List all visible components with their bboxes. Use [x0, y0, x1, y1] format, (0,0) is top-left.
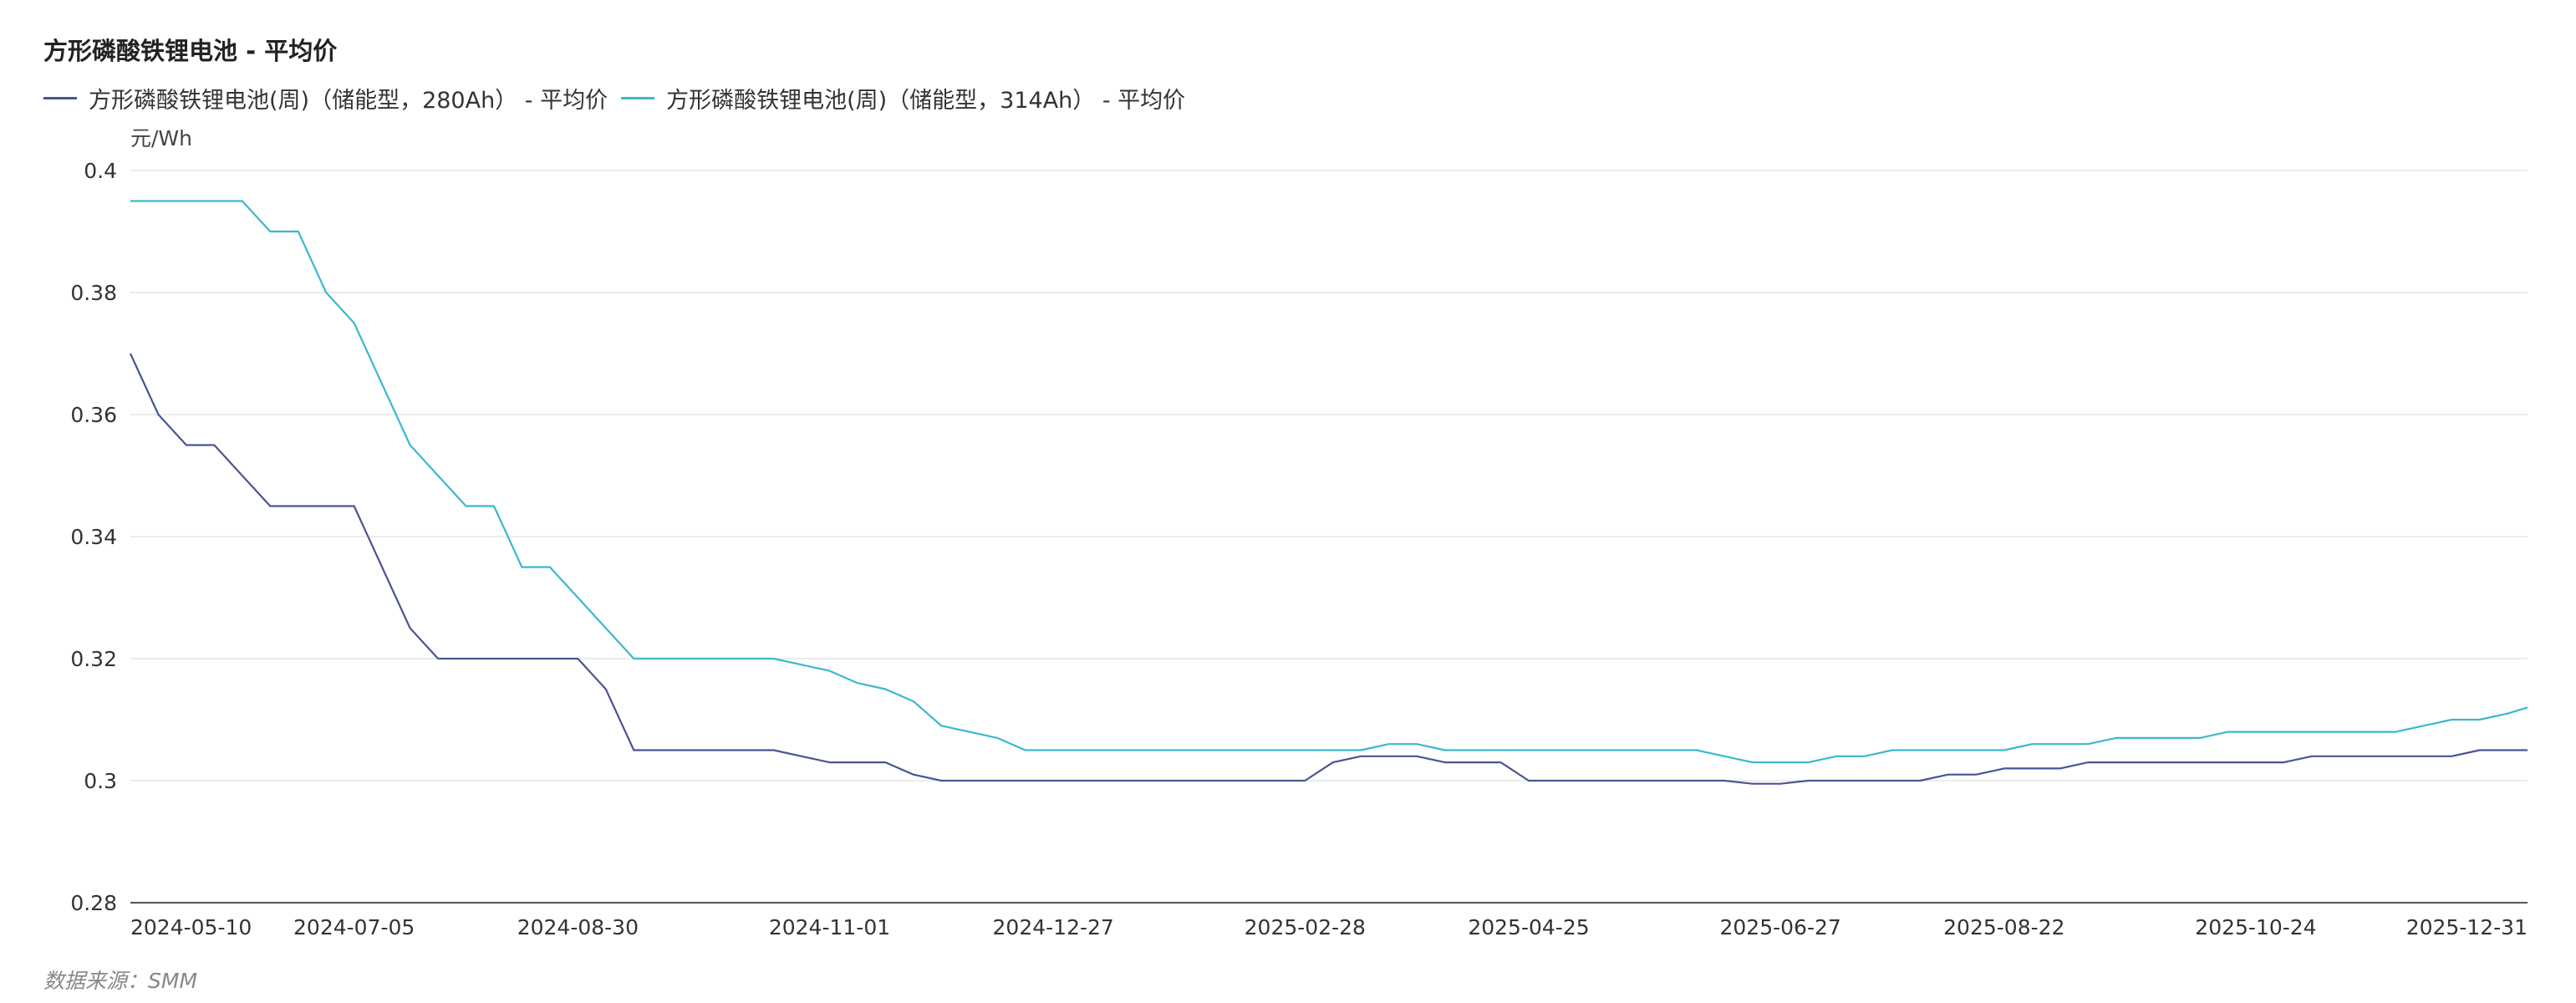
y-tick-label: 0.34: [70, 525, 117, 549]
x-tick-label: 2024-12-27: [993, 915, 1114, 939]
data-source-note: 数据来源：SMM: [43, 969, 198, 993]
x-tick-label: 2025-06-27: [1719, 915, 1840, 939]
x-tick-label: 2025-02-28: [1245, 915, 1366, 939]
legend-swatch-280ah: [43, 97, 77, 99]
y-tick-label: 0.32: [70, 647, 117, 671]
chart-legend: 方形磷酸铁锂电池(周)（储能型，280Ah） - 平均价 方形磷酸铁锂电池(周)…: [43, 82, 1199, 115]
series-line-280ah[interactable]: [130, 353, 2528, 785]
legend-label-280ah: 方形磷酸铁锂电池(周)（储能型，280Ah） - 平均价: [89, 88, 608, 114]
y-tick-label: 0.4: [84, 159, 117, 183]
y-tick-label: 0.38: [70, 281, 117, 305]
grid-lines: [130, 170, 2528, 904]
x-tick-label: 2025-04-25: [1468, 915, 1589, 939]
x-tick-label: 2025-10-24: [2195, 915, 2316, 939]
y-tick-label: 0.36: [70, 403, 117, 427]
y-axis-ticks: 0.4 0.38 0.36 0.34 0.32 0.3 0.28: [70, 159, 117, 915]
chart-title: 方形磷酸铁锂电池 - 平均价: [43, 37, 338, 65]
legend-label-314ah: 方形磷酸铁锂电池(周)（储能型，314Ah） - 平均价: [666, 88, 1186, 114]
x-tick-label: 2024-07-05: [293, 915, 415, 939]
x-tick-label: 2025-12-31: [2406, 915, 2528, 939]
x-axis-ticks: 2024-05-10 2024-07-05 2024-08-30 2024-11-01…: [130, 915, 2528, 939]
x-tick-label: 2024-08-30: [517, 915, 639, 939]
legend-swatch-314ah: [621, 97, 655, 99]
x-tick-label: 2025-08-22: [1943, 915, 2064, 939]
series-lines: [130, 200, 2528, 785]
y-tick-label: 0.28: [70, 891, 117, 915]
legend-item-314ah[interactable]: 方形磷酸铁锂电池(周)（储能型，314Ah） - 平均价: [621, 82, 1185, 115]
x-tick-label: 2024-11-01: [769, 915, 890, 939]
y-tick-label: 0.3: [84, 769, 117, 793]
x-tick-label: 2024-05-10: [130, 915, 252, 939]
series-line-314ah[interactable]: [130, 200, 2528, 764]
legend-item-280ah[interactable]: 方形磷酸铁锂电池(周)（储能型，280Ah） - 平均价: [43, 82, 608, 115]
y-axis-unit-label: 元/Wh: [130, 126, 192, 150]
